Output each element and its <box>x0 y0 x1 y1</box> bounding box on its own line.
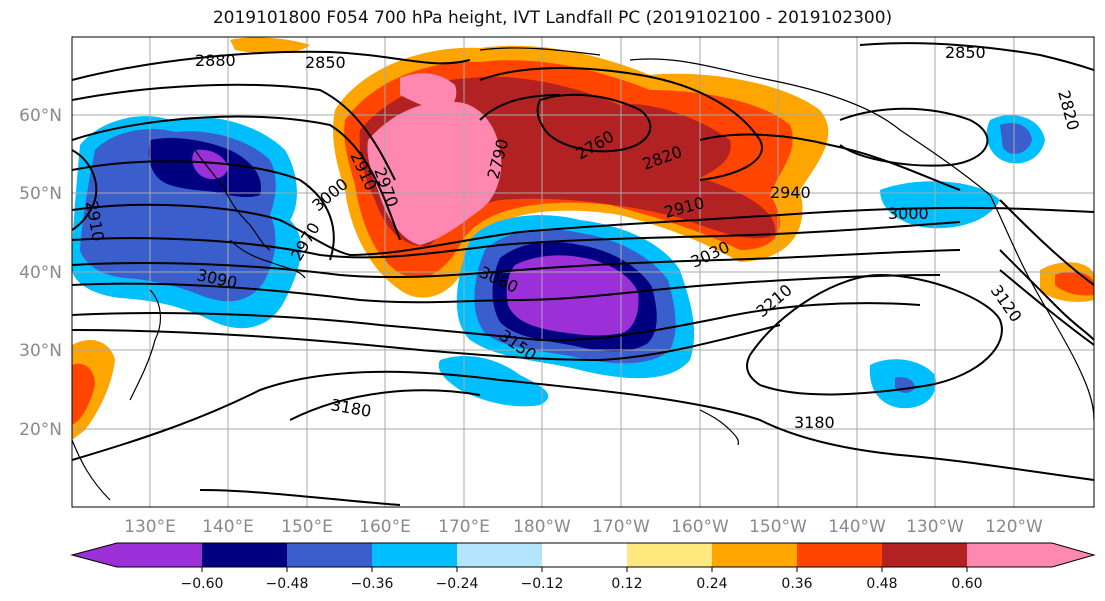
colorbar: −0.60 −0.48 −0.36 −0.24 −0.12 0.12 0.24 … <box>70 542 1096 592</box>
colorbar-tick-label: 0.60 <box>951 576 982 592</box>
lat-label: 50°N <box>19 184 62 204</box>
coastlines <box>72 47 1094 501</box>
longitude-labels: 130°E 140°E 150°E 160°E 170°E 180°W 170°… <box>124 517 1043 537</box>
contour-label: 2850 <box>305 53 346 72</box>
lon-label: 150°E <box>281 517 333 537</box>
colorbar-tick-label: −0.24 <box>436 576 479 592</box>
colorbar-segment <box>202 543 287 567</box>
lon-label: 170°W <box>592 517 650 537</box>
colorbar-segment <box>797 543 882 567</box>
map-panel: 2880 2850 2850 2820 2910 2910 2970 3000 … <box>72 37 1094 507</box>
colorbar-segment <box>542 543 627 567</box>
lat-label: 20°N <box>19 420 62 440</box>
contour-label: 2940 <box>770 183 811 202</box>
lat-label: 30°N <box>19 341 62 361</box>
lon-label: 180°W <box>513 517 571 537</box>
colorbar-tick-label: 0.36 <box>781 576 812 592</box>
contour-label: 3000 <box>888 204 929 223</box>
lat-label: 60°N <box>19 106 62 126</box>
colorbar-tick-label: −0.48 <box>266 576 309 592</box>
ivt-shading <box>72 37 1094 440</box>
colorbar-segment <box>372 543 457 567</box>
colorbar-segment <box>967 543 1052 567</box>
lon-label: 140°W <box>828 517 886 537</box>
colorbar-tick-label: −0.60 <box>181 576 224 592</box>
colorbar-tick-label: 0.12 <box>611 576 642 592</box>
colorbar-segment <box>882 543 967 567</box>
lon-label: 170°E <box>438 517 490 537</box>
colorbar-segment <box>627 543 712 567</box>
lon-label: 140°E <box>202 517 254 537</box>
lon-label: 150°W <box>749 517 807 537</box>
lon-label: 130°E <box>124 517 176 537</box>
gridlines <box>72 37 1094 507</box>
lon-label: 160°E <box>359 517 411 537</box>
height-contours <box>72 42 1094 506</box>
latitude-labels: 60°N 50°N 40°N 30°N 20°N <box>19 106 62 440</box>
colorbar-tick-label: 0.24 <box>696 576 727 592</box>
map-frame <box>71 36 1095 508</box>
contour-label: 2850 <box>945 43 986 62</box>
colorbar-segment <box>287 543 372 567</box>
colorbar-tick-label: 0.48 <box>866 576 897 592</box>
colorbar-extend-min <box>72 543 117 567</box>
lon-label: 120°W <box>985 517 1043 537</box>
figure-title: 2019101800 F054 700 hPa height, IVT Land… <box>212 8 893 28</box>
colorbar-outline <box>70 542 1096 568</box>
contour-label: 3180 <box>794 413 835 432</box>
colorbar-extend-max <box>1052 543 1094 567</box>
lon-label: 160°W <box>671 517 729 537</box>
lat-label: 40°N <box>19 263 62 283</box>
lon-label: 130°W <box>906 517 964 537</box>
colorbar-tick-label: −0.12 <box>521 576 564 592</box>
colorbar-segment <box>457 543 542 567</box>
colorbar-segment <box>117 543 202 567</box>
colorbar-tick-label: −0.36 <box>351 576 394 592</box>
colorbar-segment <box>712 543 797 567</box>
contour-label: 2880 <box>195 51 236 70</box>
